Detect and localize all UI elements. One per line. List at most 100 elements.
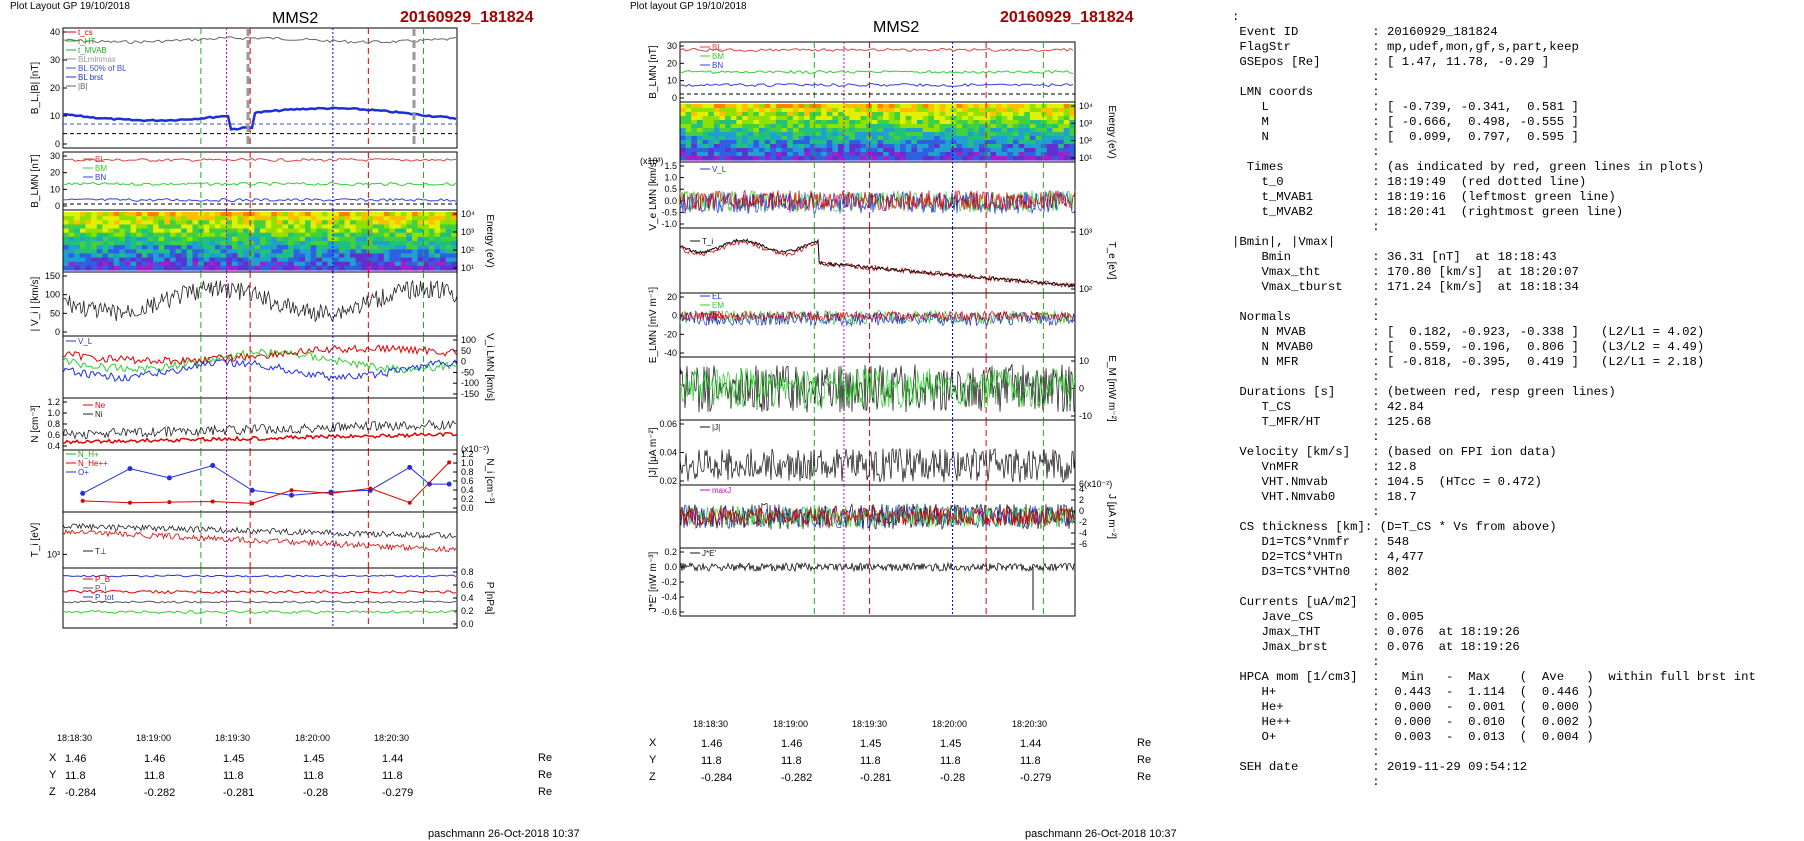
spectrogram-cell (102, 224, 109, 230)
spectrogram-cell (214, 224, 222, 230)
spectrogram-cell (685, 124, 692, 129)
spectrogram-cell (417, 224, 424, 230)
spectrogram-cell (282, 265, 289, 271)
spectrogram-cell (945, 120, 952, 125)
spectrogram-cell (871, 136, 879, 141)
spectrogram-cell (691, 136, 698, 141)
spectrogram-cell (265, 261, 272, 267)
spectrogram-cell (736, 124, 743, 129)
spectrogram-cell (366, 228, 374, 234)
spectrogram-cell (260, 245, 267, 250)
spectrogram-cell (451, 245, 458, 250)
spectrogram-cell (792, 104, 800, 109)
info-line: : (1232, 70, 1380, 84)
spectrogram-cell (158, 212, 165, 217)
spectrogram-cell (1069, 116, 1076, 121)
spectrogram-cell (713, 124, 721, 129)
spectrogram-cell (214, 220, 222, 226)
spectrogram-cell (248, 249, 255, 255)
spectrogram-cell (922, 156, 929, 161)
legend-label: Ni (95, 410, 103, 419)
spectrogram-cell (685, 108, 692, 113)
spectrogram-cell (888, 116, 896, 121)
y-tick-label: 10³ (1079, 227, 1092, 237)
info-line: LMN coords : (1232, 85, 1380, 99)
spectrogram-cell (175, 253, 182, 259)
spectrogram-cell (792, 156, 800, 161)
spectrogram-cell (725, 124, 732, 129)
spectrogram-cell (389, 253, 396, 259)
spectrogram-cell (299, 216, 306, 221)
spectrogram-cell (826, 132, 833, 137)
spectrogram-cell (798, 112, 805, 117)
spectrogram-cell (63, 261, 70, 267)
spectrogram-cell (282, 224, 289, 230)
spectrogram-cell (63, 245, 70, 250)
spectrogram-cell (108, 265, 115, 271)
spectrogram-cell (922, 144, 929, 149)
spectrogram-cell (973, 128, 980, 133)
spectrogram-cell (962, 156, 969, 161)
spectrogram-cell (838, 156, 845, 161)
spectrogram-cell (979, 128, 986, 133)
y-tick-label: 50 (461, 346, 471, 356)
spectrogram-cell (74, 257, 81, 263)
spectrogram-cell (237, 216, 244, 221)
info-line: Event ID : 20160929_181824 (1232, 25, 1498, 39)
y-tick-label: 150 (45, 271, 60, 281)
spectrogram-cell (119, 220, 126, 226)
spectrogram-cell (406, 232, 413, 238)
spectrogram-cell (1035, 144, 1042, 149)
spectrogram-cell (996, 104, 1003, 109)
spectrogram-cell (383, 253, 391, 259)
spectrogram-cell (871, 152, 879, 157)
spectrogram-cell (871, 124, 879, 129)
spectrogram-cell (990, 112, 997, 117)
spectrogram-cell (164, 241, 171, 246)
spectrogram-cell (406, 216, 413, 221)
spectrogram-cell (928, 136, 935, 141)
spectrogram-cell (967, 112, 975, 117)
spectrogram-cell (1041, 132, 1048, 137)
spectrogram-cell (713, 112, 721, 117)
spectrogram-cell (1024, 156, 1031, 161)
spectrogram-cell (108, 245, 115, 250)
spectrogram-cell (209, 245, 216, 250)
spectrogram-cell (169, 261, 177, 267)
spectrogram-cell (713, 116, 721, 121)
spectrogram-cell (276, 212, 284, 217)
spectrogram-cell (445, 241, 452, 246)
spectrogram-cell (406, 220, 413, 226)
spectrogram-cell (821, 144, 828, 149)
spectrogram-cell (186, 216, 194, 221)
spectrogram-cell (770, 156, 777, 161)
spectrogram-cell (231, 257, 239, 263)
spectrogram-cell (147, 216, 154, 221)
spectrogram-cell (1058, 156, 1065, 161)
spectrogram-cell (917, 120, 924, 125)
spectrogram-cell (742, 132, 749, 137)
spectrogram-cell (832, 124, 839, 129)
spectrogram-cell (736, 104, 743, 109)
spectrogram-cell (378, 249, 385, 255)
spectrogram-cell (736, 116, 743, 121)
spectrogram-cell (423, 249, 430, 255)
spectrogram-cell (372, 253, 379, 259)
spectrogram-cell (809, 156, 817, 161)
y-tick-label: -0.6 (661, 607, 677, 617)
spectrogram-cell (203, 241, 210, 246)
spectrogram-cell (1063, 108, 1070, 113)
spectrogram-cell (1069, 128, 1076, 133)
spectrogram-cell (305, 241, 312, 246)
spectrogram-cell (866, 108, 873, 113)
spectrogram-cell (276, 257, 284, 263)
spectrogram-cell (860, 124, 867, 129)
spectrogram-cell (445, 249, 452, 255)
spectrogram-cell (108, 212, 115, 217)
spectrogram-cell (928, 120, 935, 125)
spectrogram-cell (417, 253, 424, 259)
spectrogram-cell (327, 232, 334, 238)
spectrogram-cell (933, 120, 941, 125)
coord-z-label: Z (49, 786, 56, 798)
